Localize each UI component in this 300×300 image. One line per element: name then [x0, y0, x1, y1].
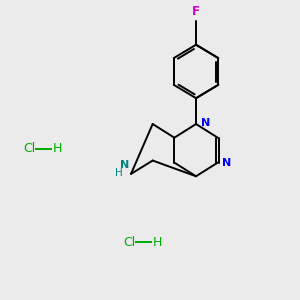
Text: N: N — [120, 160, 130, 170]
Text: N: N — [201, 118, 210, 128]
Text: Cl: Cl — [23, 142, 36, 155]
Text: F: F — [192, 5, 200, 18]
Text: H: H — [115, 168, 123, 178]
Text: Cl: Cl — [123, 236, 135, 249]
Text: H: H — [152, 236, 162, 249]
Text: H: H — [53, 142, 62, 155]
Text: N: N — [222, 158, 231, 168]
